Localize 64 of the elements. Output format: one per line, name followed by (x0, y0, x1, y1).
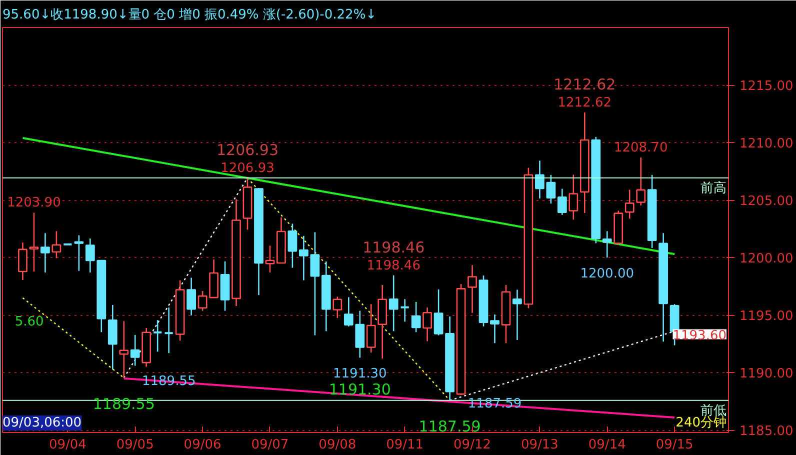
annotation: 1187.59 (418, 417, 481, 436)
candlestick (242, 177, 252, 230)
annotation: 5.60 (14, 314, 44, 330)
candlestick (658, 232, 668, 342)
candlestick (400, 298, 410, 322)
candlestick (422, 306, 432, 342)
x-tick-label: 09/12 (454, 438, 491, 452)
x-tick-label: 09/06 (184, 438, 222, 452)
candlestick (85, 238, 95, 274)
candlestick (119, 320, 129, 378)
y-tick-label: 1195.00 (740, 309, 794, 324)
x-tick-label: 09/05 (116, 438, 154, 452)
candlestick (378, 284, 388, 360)
x-tick-label: 09/07 (251, 438, 289, 452)
y-tick-label: 1210.00 (740, 136, 794, 152)
annotation: 1200.00 (580, 266, 634, 282)
candlestick (490, 314, 500, 344)
candlestick (580, 112, 590, 214)
candlestick (468, 264, 477, 314)
candlestick (602, 230, 612, 258)
candlestick (366, 303, 376, 354)
candlestick (152, 319, 163, 352)
candlestick (108, 304, 118, 370)
candlestick (512, 289, 522, 341)
candlestick (321, 260, 331, 332)
annotation: 1208.70 (614, 140, 668, 156)
candlestick (18, 242, 28, 281)
candlestick (142, 327, 152, 368)
candlestick (591, 136, 601, 244)
candlestick (29, 212, 39, 272)
y-tick-label: 1200.00 (740, 252, 794, 267)
annotation: 1198.46 (362, 238, 425, 256)
y-tick-label: 1215.00 (740, 79, 794, 94)
x-tick-label: 09/08 (318, 438, 356, 452)
chart-title: 95.60↓收1198.90↓量0 仓0 增0 振0.49% 涨(-2.60)-0.22%↓ (2, 8, 377, 22)
annotation: 1212.62 (554, 75, 616, 94)
x-tick-label: 09/15 (656, 438, 694, 452)
y-tick-label: 1190.00 (740, 366, 794, 382)
candlestick (164, 306, 174, 354)
candlestick (220, 260, 230, 312)
annotation: 240分钟 (676, 416, 727, 430)
annotation: 1212.62 (558, 95, 612, 110)
candlestick (557, 188, 567, 216)
annotation: 1206.93 (220, 160, 274, 176)
ref-line-label: 前高 (700, 180, 726, 196)
x-tick-label: 09/13 (520, 438, 558, 452)
annotation: 1206.93 (216, 140, 279, 159)
candlestick (186, 277, 196, 316)
annotation: 1191.30 (328, 380, 391, 399)
annotation: 1191.30 (333, 366, 387, 382)
y-tick-label: 1185.00 (740, 424, 794, 440)
x-tick-label: 09/14 (588, 438, 626, 452)
candlestick (130, 334, 140, 366)
candlestick (388, 274, 398, 332)
annotation: 09/03,06:00 (2, 416, 82, 430)
annotation: 1198.46 (366, 258, 420, 274)
annotation: 1203.90 (7, 196, 61, 211)
y-tick-label: 1205.00 (740, 194, 794, 210)
candlestick (624, 189, 634, 220)
x-tick-label: 09/11 (386, 438, 424, 452)
candlestick (40, 232, 50, 274)
candlestick (232, 198, 241, 307)
x-tick-label: 09/04 (48, 438, 86, 452)
candlestick (445, 316, 454, 402)
